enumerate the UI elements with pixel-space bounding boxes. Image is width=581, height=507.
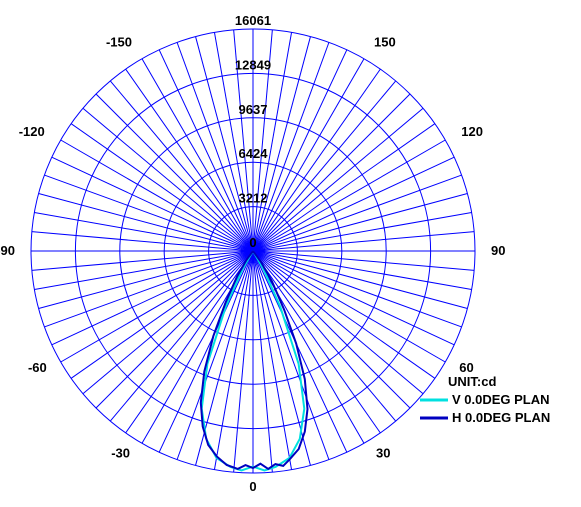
angle-label: -60 bbox=[28, 360, 47, 375]
angle-label: 150 bbox=[374, 35, 396, 50]
legend-label: H 0.0DEG PLAN bbox=[452, 410, 550, 425]
ring-label: 3212 bbox=[239, 191, 268, 206]
angle-label: -150 bbox=[106, 35, 132, 50]
ring-label: 12849 bbox=[235, 57, 271, 72]
angle-label: -120 bbox=[19, 124, 45, 139]
photometric-polar-chart: 0 3212 6424 9637 12849 16061 0 30 60 90 120 150 -150… bbox=[0, 0, 581, 507]
polar-spoke bbox=[253, 251, 467, 308]
polar-spoke bbox=[32, 232, 253, 251]
legend-label: V 0.0DEG PLAN bbox=[452, 392, 550, 407]
polar-spoke bbox=[253, 194, 467, 251]
polar-spoke bbox=[253, 251, 310, 465]
ring-label: 9637 bbox=[239, 102, 268, 117]
angle-label: 120 bbox=[461, 124, 483, 139]
ring-label: 0 bbox=[249, 235, 256, 250]
ring-label: 6424 bbox=[239, 146, 269, 161]
polar-spoke bbox=[32, 251, 253, 270]
angle-label: 90 bbox=[491, 243, 505, 258]
angle-label: 30 bbox=[376, 445, 390, 460]
polar-spoke bbox=[253, 232, 474, 251]
polar-spoke bbox=[253, 251, 474, 270]
ring-label: 16061 bbox=[235, 13, 271, 28]
polar-spoke bbox=[39, 251, 253, 308]
polar-spoke bbox=[39, 194, 253, 251]
angle-label: -30 bbox=[111, 445, 130, 460]
unit-label: UNIT:cd bbox=[448, 374, 496, 389]
angle-label: 0 bbox=[249, 479, 256, 494]
angle-label: -90 bbox=[0, 243, 15, 258]
angle-label: 60 bbox=[459, 360, 473, 375]
